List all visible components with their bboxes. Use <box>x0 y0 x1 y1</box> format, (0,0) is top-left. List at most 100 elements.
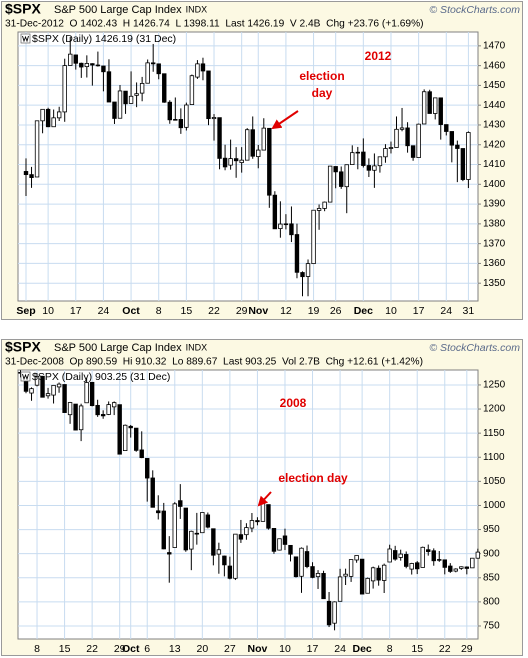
candle-body <box>145 62 150 84</box>
legend-label: $SPX (Daily) 1426.19 (31 Dec) <box>32 33 176 45</box>
candle-body <box>260 502 266 522</box>
candle-body <box>29 174 34 178</box>
candle-body <box>410 145 416 158</box>
x-tick-label: 22 <box>208 305 220 317</box>
candle-body <box>101 65 106 73</box>
x-tick-label: 17 <box>70 305 82 317</box>
x-tick-label: 8 <box>34 643 40 655</box>
source: © StockCharts.com <box>429 4 520 16</box>
candle-body <box>173 119 178 121</box>
candle-body <box>326 600 332 626</box>
annotation-arrow <box>257 491 272 507</box>
candle-body <box>189 530 194 550</box>
candle-body <box>222 555 227 566</box>
candle-body <box>244 129 250 161</box>
candle-body <box>211 117 217 120</box>
candle-body <box>460 148 466 180</box>
candle-body <box>90 63 95 66</box>
candle-body <box>233 158 239 162</box>
legend-icon <box>20 33 31 44</box>
candle-body <box>172 503 177 548</box>
candle-body <box>78 405 84 431</box>
legend-icon <box>20 371 31 382</box>
source: © StockCharts.com <box>429 342 520 354</box>
candle-body <box>29 388 34 394</box>
y-tick-label: 1360 <box>483 258 506 269</box>
candle-body <box>304 551 310 567</box>
annotation: day <box>312 86 333 100</box>
x-tick-label: 22 <box>439 643 451 655</box>
candle-body <box>217 117 222 159</box>
candle-body <box>112 101 117 119</box>
candle-body <box>365 577 370 594</box>
candle-body <box>437 559 442 561</box>
candle-body <box>344 164 349 188</box>
candle-body <box>178 119 184 129</box>
chart-panel: $SPX S&P 500 Large Cap Index INDX © StockCh… <box>1 1 523 320</box>
candle-body <box>34 120 40 178</box>
candle-body <box>459 566 464 569</box>
candle-body <box>350 152 355 166</box>
candle-body <box>444 124 449 132</box>
x-tick-label: 24 <box>440 305 452 317</box>
candle-body <box>283 223 289 226</box>
candle-body <box>355 151 360 154</box>
candle-body <box>51 384 56 396</box>
x-tick-label: 27 <box>224 643 236 655</box>
candle-body <box>288 544 293 555</box>
candle-body <box>293 556 299 578</box>
candle-body <box>277 538 282 551</box>
candle-body <box>421 91 427 125</box>
candle-body <box>282 535 288 545</box>
candle-body <box>442 559 447 568</box>
candle-body <box>249 520 255 529</box>
candle-body <box>431 550 436 562</box>
candle-body <box>438 97 443 125</box>
candle-body <box>427 91 432 114</box>
candle-body <box>194 532 200 535</box>
candle-body <box>256 149 261 158</box>
y-tick-label: 1250 <box>483 380 506 391</box>
symbol: $SPX <box>5 339 41 355</box>
candle-body <box>394 128 399 148</box>
y-tick-label: 850 <box>483 572 500 583</box>
candle-body <box>255 520 260 523</box>
y-tick-label: 1390 <box>483 199 506 210</box>
candle-body <box>409 563 414 570</box>
candle-body <box>238 534 244 540</box>
candle-body <box>278 223 283 230</box>
candle-body <box>315 572 321 578</box>
candle-body <box>211 528 216 556</box>
x-tick-label: 15 <box>181 305 193 317</box>
candle-body <box>34 375 40 386</box>
candle-body <box>111 402 117 408</box>
y-tick-label: 750 <box>483 621 500 632</box>
y-tick-label: 1100 <box>483 452 505 463</box>
candle-body <box>339 171 344 187</box>
candle-body <box>475 551 481 559</box>
x-tick-label: 8 <box>387 643 393 655</box>
candle-body <box>348 559 354 577</box>
x-tick-label: Dec <box>354 305 373 317</box>
candle-body <box>466 132 471 180</box>
candle-body <box>161 510 166 550</box>
candle-body <box>84 382 89 404</box>
x-tick-label: 17 <box>413 305 425 317</box>
candle-body <box>455 144 460 149</box>
x-tick-label: 17 <box>307 643 319 655</box>
candle-body <box>420 546 425 568</box>
annotation: election day <box>278 471 348 485</box>
candle-body <box>62 65 67 113</box>
x-tick-label: Nov <box>248 643 268 655</box>
candle-body <box>448 565 453 572</box>
security-name: S&P 500 Large Cap Index <box>54 4 182 16</box>
y-tick-label: 1440 <box>483 100 506 111</box>
candle-body <box>372 165 377 171</box>
candle-body <box>56 111 62 119</box>
candle-body <box>189 75 195 105</box>
y-tick-label: 950 <box>483 524 500 535</box>
candle-body <box>272 194 278 230</box>
x-tick-label: Sep <box>16 305 35 317</box>
x-tick-label: Dec <box>352 643 371 655</box>
